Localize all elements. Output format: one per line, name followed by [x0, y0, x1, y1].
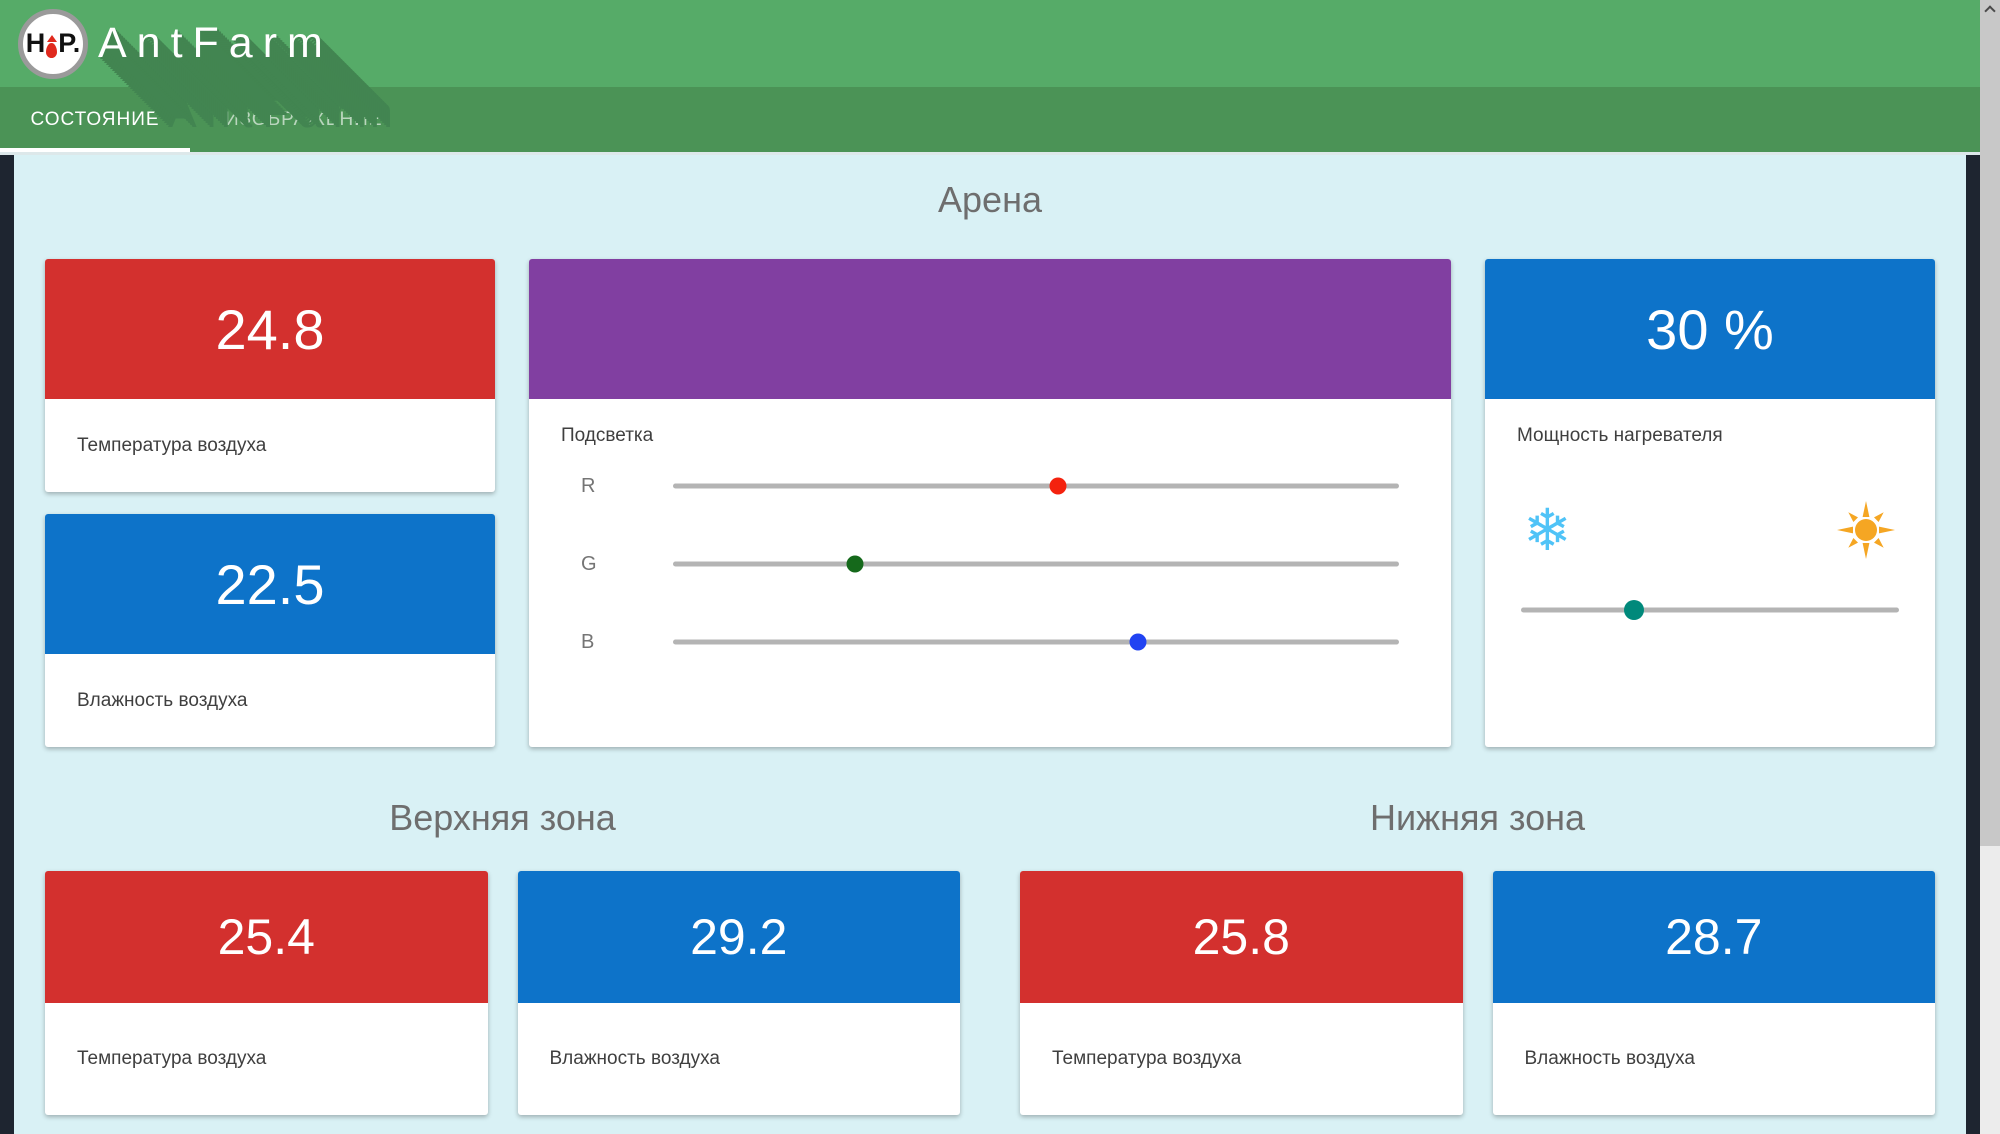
arena-air-temp-value: 24.8	[45, 259, 495, 399]
lower-zone-temp-label: Температура воздуха	[1052, 1048, 1242, 1069]
backlight-slider-row-r: R	[561, 447, 1419, 525]
backlight-card: Подсветка R G	[529, 259, 1451, 747]
zones-row: Верхняя зона 25.4 Температура воздуха 29…	[45, 797, 1935, 1115]
slider-label-r: R	[581, 474, 596, 497]
section-title-upper-zone: Верхняя зона	[389, 797, 616, 838]
sun-icon	[1837, 501, 1895, 559]
backlight-color-swatch	[529, 259, 1451, 399]
upper-zone-temp-value: 25.4	[45, 871, 488, 1003]
heater-power-value: 30 %	[1485, 259, 1935, 399]
section-title-arena: Арена	[938, 179, 1042, 220]
upper-zone-section: Верхняя зона 25.4 Температура воздуха 29…	[45, 797, 960, 1115]
slider-track-r[interactable]	[673, 483, 1399, 489]
logo-text-right: P.	[58, 28, 81, 58]
active-tab-indicator	[0, 148, 190, 152]
scrollbar[interactable]	[1980, 0, 2000, 1134]
slider-label-g: G	[581, 552, 597, 575]
upper-zone-humidity-card: 29.2 Влажность воздуха	[517, 871, 960, 1115]
slider-track-g[interactable]	[673, 561, 1399, 567]
slider-thumb-r[interactable]	[1049, 477, 1067, 495]
arena-air-temp-label: Температура воздуха	[77, 434, 267, 456]
backlight-label: Подсветка	[561, 425, 654, 446]
slider-thumb-g[interactable]	[846, 555, 863, 573]
arena-backlight-column: Подсветка R G	[529, 259, 1451, 747]
upper-zone-humidity-label: Влажность воздуха	[549, 1048, 720, 1069]
backlight-body: Подсветка R G	[529, 399, 1451, 747]
heater-card: 30 % Мощность нагревателя ❄	[1485, 259, 1935, 747]
arena-heater-column: 30 % Мощность нагревателя ❄	[1485, 259, 1935, 747]
section-title-lower-zone: Нижняя зона	[1369, 797, 1586, 838]
app-title: AntFarm	[98, 19, 333, 67]
tab-status[interactable]: СОСТОЯНИЕ	[30, 108, 160, 130]
lower-zone-humidity-label: Влажность воздуха	[1524, 1048, 1695, 1069]
slider-label-b: B	[581, 630, 595, 653]
app-header: H P. AntFarm	[0, 0, 1980, 87]
arena-humidity-label: Влажность воздуха	[77, 689, 248, 711]
scrollbar-thumb[interactable]	[1980, 20, 2000, 846]
tab-image[interactable]: ИЗОБРАЖЕНИЕ	[225, 108, 383, 130]
ant-drop-icon	[46, 29, 58, 58]
heater-slider-thumb[interactable]	[1624, 600, 1645, 620]
content-panel: Арена 24.8 Температура воздуха 22.5 Влаж…	[14, 155, 1966, 1134]
lower-zone-humidity-value: 28.7	[1492, 871, 1935, 1003]
lower-zone-temp-value: 25.8	[1020, 871, 1463, 1003]
heater-label: Мощность нагревателя	[1517, 425, 1723, 446]
tab-bar: СОСТОЯНИЕ ИЗОБРАЖЕНИЕ	[0, 87, 1980, 155]
snowflake-icon: ❄	[1523, 496, 1572, 564]
upper-zone-temp-card: 25.4 Температура воздуха	[45, 871, 488, 1115]
content-frame: Арена 24.8 Температура воздуха 22.5 Влаж…	[0, 155, 1980, 1134]
heater-slider-track[interactable]	[1521, 607, 1899, 613]
lower-zone-section: Нижняя зона 25.8 Температура воздуха 28.…	[1020, 797, 1935, 1115]
lower-zone-humidity-card: 28.7 Влажность воздуха	[1492, 871, 1935, 1115]
logo-text-left: H	[25, 28, 46, 58]
lower-zone-temp-card: 25.8 Температура воздуха	[1020, 871, 1463, 1115]
arena-humidity-value: 22.5	[45, 514, 495, 654]
arena-row: 24.8 Температура воздуха 22.5 Влажность …	[45, 259, 1935, 747]
slider-track-b[interactable]	[673, 639, 1399, 645]
scrollbar-up-button[interactable]	[1980, 0, 2000, 20]
heater-icons-row: ❄	[1485, 495, 1935, 565]
arena-humidity-card: 22.5 Влажность воздуха	[45, 514, 495, 747]
slider-thumb-b[interactable]	[1129, 633, 1147, 651]
heater-body: Мощность нагревателя ❄	[1485, 399, 1935, 747]
upper-zone-humidity-value: 29.2	[517, 871, 960, 1003]
arena-left-column: 24.8 Температура воздуха 22.5 Влажность …	[45, 259, 495, 747]
backlight-slider-row-b: B	[561, 603, 1419, 681]
chevron-up-icon	[1984, 5, 1996, 17]
app-logo: H P.	[18, 8, 88, 79]
backlight-slider-row-g: G	[561, 525, 1419, 603]
upper-zone-temp-label: Температура воздуха	[77, 1048, 267, 1069]
arena-air-temp-card: 24.8 Температура воздуха	[45, 259, 495, 492]
